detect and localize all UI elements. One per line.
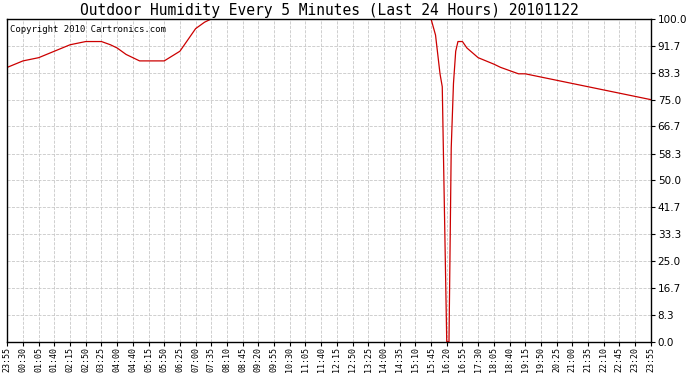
Text: Copyright 2010 Cartronics.com: Copyright 2010 Cartronics.com [10,26,166,34]
Title: Outdoor Humidity Every 5 Minutes (Last 24 Hours) 20101122: Outdoor Humidity Every 5 Minutes (Last 2… [79,3,578,18]
